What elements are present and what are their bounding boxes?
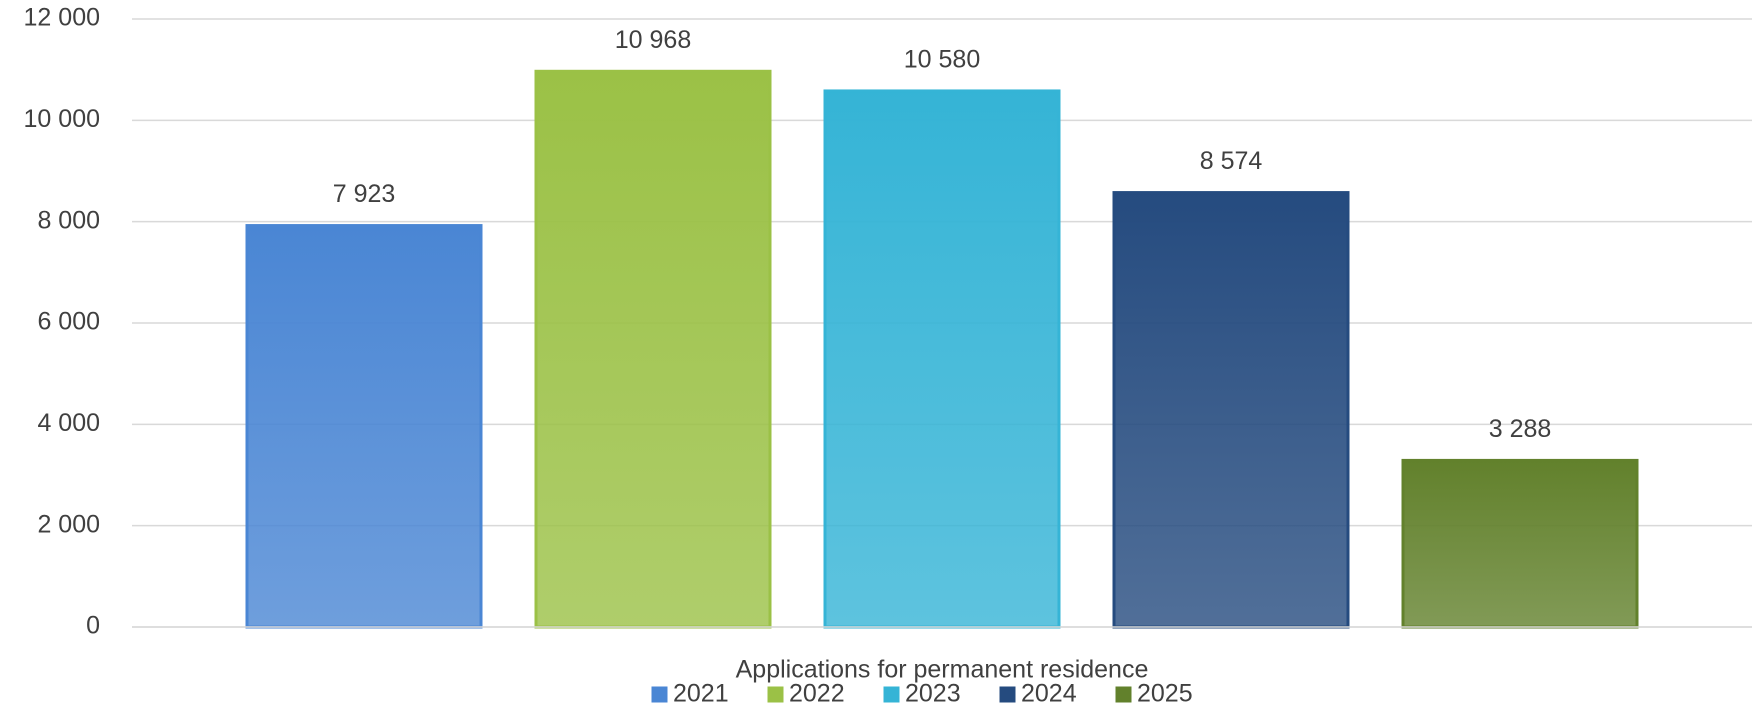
bar: [534, 69, 772, 629]
data-label: 7 923: [333, 180, 396, 208]
legend-label: 2021: [673, 680, 729, 707]
x-tick-label: Applications for permanent residence: [736, 656, 1149, 684]
legend-swatch: [882, 685, 901, 704]
y-tick-label: 2 000: [37, 510, 100, 538]
legend-swatch: [650, 685, 669, 704]
legend-swatch: [1114, 685, 1133, 704]
legend-label: 2022: [789, 680, 845, 707]
legend-swatch: [998, 685, 1017, 704]
y-tick-label: 0: [86, 612, 100, 640]
data-label: 3 288: [1489, 415, 1552, 443]
data-label: 8 574: [1200, 147, 1263, 175]
y-tick-label: 4 000: [37, 409, 100, 437]
legend-label: 2025: [1137, 680, 1193, 707]
y-tick-label: 6 000: [37, 308, 100, 336]
bar: [1401, 458, 1639, 629]
data-label: 10 968: [615, 26, 691, 54]
legend-label: 2024: [1021, 680, 1077, 707]
legend-swatch: [766, 685, 785, 704]
bar: [245, 224, 483, 629]
bar: [823, 89, 1061, 629]
y-tick-label: 12 000: [24, 4, 100, 32]
bar: [1112, 191, 1350, 629]
legend-label: 2023: [905, 680, 961, 707]
y-tick-label: 10 000: [24, 105, 100, 133]
data-label: 10 580: [904, 46, 980, 74]
y-tick-label: 8 000: [37, 206, 100, 234]
